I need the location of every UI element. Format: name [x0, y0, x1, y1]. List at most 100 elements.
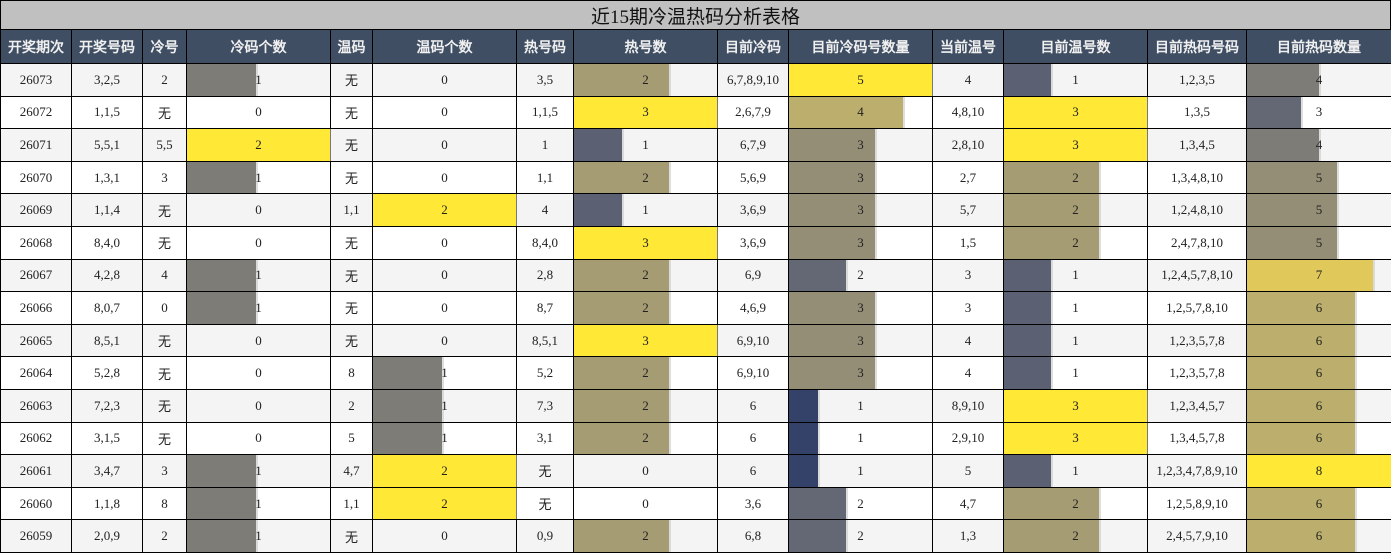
cell-hot[interactable]: 无 — [516, 486, 574, 521]
cell-warm[interactable]: 无 — [330, 128, 373, 162]
cell-numbers[interactable]: 1,1,5 — [71, 95, 143, 130]
cell-warm-count[interactable]: 1 — [372, 421, 517, 456]
cell-hot[interactable]: 8,4,0 — [516, 225, 574, 260]
cell-warm-count[interactable]: 0 — [372, 160, 517, 195]
cell-cur-hot[interactable]: 1,2,4,8,10 — [1147, 193, 1247, 227]
cell-warm-count[interactable]: 0 — [372, 63, 517, 97]
cell-cur-cold-count[interactable]: 3 — [788, 291, 933, 325]
cell-period[interactable]: 26072 — [0, 95, 72, 130]
cell-cur-cold-count[interactable]: 5 — [788, 63, 934, 97]
cell-cur-cold[interactable]: 6 — [717, 421, 789, 456]
cell-cur-warm[interactable]: 3 — [932, 258, 1004, 293]
cell-warm[interactable]: 无 — [330, 63, 373, 97]
cell-cur-cold[interactable]: 6,7,9 — [717, 128, 789, 162]
header-cur-cold-count[interactable]: 目前冷码号数量 — [788, 29, 933, 64]
cell-warm[interactable]: 无 — [330, 258, 373, 293]
cell-warm[interactable]: 1,1 — [330, 193, 373, 227]
cell-cold[interactable]: 8 — [142, 486, 187, 521]
cell-period[interactable]: 26070 — [0, 160, 72, 195]
cell-cur-hot-count[interactable]: 5 — [1246, 225, 1391, 260]
cell-cur-hot-count[interactable]: 6 — [1246, 323, 1391, 358]
cell-cur-cold[interactable]: 2,6,7,9 — [717, 95, 789, 130]
cell-hot-count[interactable]: 3 — [573, 225, 719, 260]
header-hot[interactable]: 热号码 — [516, 29, 574, 64]
cell-warm-count[interactable]: 0 — [372, 128, 517, 162]
cell-hot[interactable]: 3,1 — [516, 421, 574, 456]
header-cold[interactable]: 冷号 — [142, 29, 187, 64]
cell-cur-cold[interactable]: 3,6 — [717, 486, 789, 521]
cell-cur-cold-count[interactable]: 3 — [788, 160, 933, 195]
cell-numbers[interactable]: 3,2,5 — [71, 63, 143, 97]
cell-cur-warm-count[interactable]: 2 — [1003, 486, 1148, 521]
cell-warm-count[interactable]: 1 — [372, 356, 517, 390]
cell-hot-count[interactable]: 3 — [573, 95, 719, 130]
cell-cur-cold[interactable]: 3,6,9 — [717, 193, 789, 227]
header-cur-warm-count[interactable]: 目前温号数 — [1003, 29, 1148, 64]
cell-warm[interactable]: 4,7 — [330, 454, 373, 488]
cell-cur-warm-count[interactable]: 1 — [1003, 356, 1148, 390]
header-cur-cold[interactable]: 目前冷码 — [717, 29, 789, 64]
cell-cur-warm[interactable]: 5 — [932, 454, 1004, 488]
cell-cur-hot[interactable]: 1,3,4,8,10 — [1147, 160, 1247, 195]
cell-cur-cold[interactable]: 6,9,10 — [717, 323, 789, 358]
cell-cold-count[interactable]: 0 — [186, 356, 331, 390]
cell-cur-hot-count[interactable]: 6 — [1246, 291, 1391, 325]
cell-cur-hot-count[interactable]: 7 — [1246, 258, 1391, 293]
cell-cur-hot[interactable]: 1,3,4,5 — [1147, 128, 1247, 162]
cell-hot-count[interactable]: 3 — [573, 323, 719, 358]
cell-cur-warm[interactable]: 2,7 — [932, 160, 1004, 195]
cell-cur-warm[interactable]: 2,8,10 — [932, 128, 1004, 162]
cell-hot-count[interactable]: 1 — [573, 193, 718, 227]
cell-cur-hot-count[interactable]: 5 — [1246, 160, 1391, 195]
cell-cold[interactable]: 4 — [142, 258, 187, 293]
cell-cur-warm[interactable]: 4 — [932, 356, 1004, 390]
cell-cold-count[interactable]: 0 — [186, 225, 331, 260]
cell-hot[interactable]: 无 — [516, 454, 574, 488]
cell-cold[interactable]: 无 — [142, 193, 187, 227]
cell-cold[interactable]: 3 — [142, 454, 187, 488]
cell-numbers[interactable]: 7,2,3 — [71, 388, 143, 423]
cell-cold[interactable]: 0 — [142, 291, 187, 325]
cell-cur-hot[interactable]: 1,2,3,5 — [1147, 63, 1247, 97]
cell-cur-cold-count[interactable]: 3 — [788, 193, 933, 227]
cell-cur-cold-count[interactable]: 2 — [788, 486, 933, 521]
cell-hot[interactable]: 8,7 — [516, 291, 574, 325]
cell-cold-count[interactable]: 1 — [186, 454, 331, 488]
cell-cold-count[interactable]: 1 — [186, 63, 331, 97]
cell-hot-count[interactable]: 1 — [573, 128, 718, 162]
cell-period[interactable]: 26062 — [0, 421, 72, 456]
cell-cur-cold[interactable]: 6,9 — [717, 258, 789, 293]
cell-cur-cold-count[interactable]: 1 — [788, 421, 933, 456]
cell-cur-hot-count[interactable]: 6 — [1246, 356, 1391, 390]
cell-cold[interactable]: 无 — [142, 323, 187, 358]
cell-cur-hot[interactable]: 1,3,5 — [1147, 95, 1247, 130]
cell-warm[interactable]: 无 — [330, 323, 373, 358]
cell-cold[interactable]: 无 — [142, 388, 187, 423]
cell-warm-count[interactable]: 1 — [372, 388, 517, 423]
cell-cur-hot-count[interactable]: 5 — [1246, 193, 1391, 227]
cell-cur-cold-count[interactable]: 4 — [788, 95, 933, 130]
cell-cur-warm[interactable]: 8,9,10 — [932, 388, 1004, 423]
cell-hot-count[interactable]: 2 — [573, 356, 718, 390]
cell-cur-warm-count[interactable]: 1 — [1003, 323, 1148, 358]
cell-hot-count[interactable]: 0 — [573, 486, 718, 521]
cell-cur-cold[interactable]: 3,6,9 — [717, 225, 789, 260]
cell-cur-warm-count[interactable]: 3 — [1003, 95, 1149, 130]
cell-cur-warm-count[interactable]: 2 — [1003, 519, 1148, 553]
cell-warm[interactable]: 无 — [330, 95, 373, 130]
cell-period[interactable]: 26061 — [0, 454, 72, 488]
cell-period[interactable]: 26066 — [0, 291, 72, 325]
cell-hot[interactable]: 1 — [516, 128, 574, 162]
cell-cold-count[interactable]: 1 — [186, 486, 331, 521]
cell-cur-warm[interactable]: 4,8,10 — [932, 95, 1004, 130]
cell-cur-warm[interactable]: 4,7 — [932, 486, 1004, 521]
cell-numbers[interactable]: 4,2,8 — [71, 258, 143, 293]
cell-cold-count[interactable]: 0 — [186, 193, 331, 227]
cell-cur-warm[interactable]: 1,3 — [932, 519, 1004, 553]
cell-cur-cold[interactable]: 6,8 — [717, 519, 789, 553]
cell-cur-hot-count[interactable]: 8 — [1246, 454, 1391, 488]
cell-cur-cold[interactable]: 4,6,9 — [717, 291, 789, 325]
cell-cur-cold[interactable]: 6,9,10 — [717, 356, 789, 390]
cell-cur-hot[interactable]: 1,2,3,5,7,8 — [1147, 356, 1247, 390]
cell-cold-count[interactable]: 1 — [186, 291, 331, 325]
